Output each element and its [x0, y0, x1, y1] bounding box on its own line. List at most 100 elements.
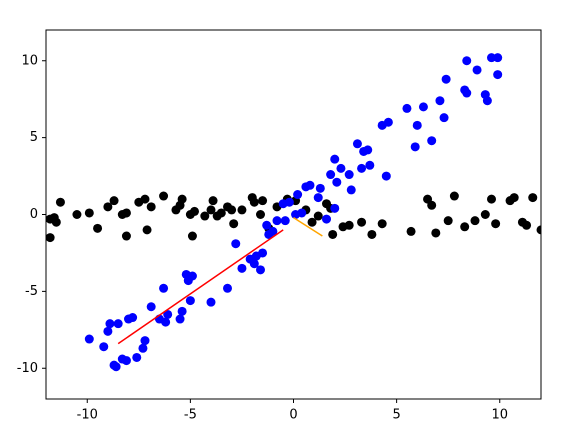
- point: [268, 226, 278, 236]
- line: [117, 229, 284, 345]
- point: [443, 216, 453, 226]
- point: [435, 96, 445, 106]
- point: [336, 163, 346, 173]
- point: [536, 225, 541, 235]
- point: [332, 177, 342, 187]
- point: [229, 219, 239, 229]
- point: [256, 265, 265, 275]
- point: [51, 217, 61, 227]
- point: [111, 362, 121, 372]
- point: [344, 170, 354, 180]
- point: [84, 208, 94, 218]
- point: [431, 228, 441, 238]
- point: [109, 196, 119, 206]
- point: [206, 205, 216, 215]
- point: [216, 208, 226, 218]
- point: [381, 171, 391, 181]
- point: [163, 309, 173, 319]
- point: [365, 160, 375, 170]
- point: [313, 193, 323, 203]
- line: [293, 216, 323, 237]
- point: [313, 211, 323, 221]
- y-tick-label: -10: [17, 361, 38, 376]
- point: [493, 70, 503, 80]
- point: [352, 139, 362, 149]
- point: [326, 170, 336, 180]
- point: [383, 117, 393, 127]
- point: [472, 65, 482, 75]
- point: [305, 180, 315, 190]
- point: [480, 210, 490, 219]
- point: [307, 217, 317, 227]
- x-tick-label: -5: [184, 408, 197, 423]
- point: [227, 205, 237, 215]
- point: [328, 229, 338, 239]
- point: [161, 317, 171, 327]
- point: [427, 200, 437, 210]
- point: [346, 185, 356, 195]
- point: [146, 202, 156, 212]
- point: [177, 194, 187, 204]
- point: [146, 302, 156, 312]
- point: [200, 211, 210, 221]
- point: [462, 88, 472, 98]
- plot-frame: [45, 29, 542, 400]
- point: [185, 296, 195, 306]
- point: [367, 229, 377, 239]
- point: [522, 220, 532, 230]
- point: [280, 216, 290, 226]
- point: [256, 210, 265, 219]
- point: [427, 136, 437, 146]
- point: [140, 194, 150, 204]
- point: [103, 202, 113, 212]
- point: [121, 208, 131, 218]
- point: [284, 197, 294, 207]
- point: [237, 263, 247, 273]
- x-tick-label: -10: [77, 408, 98, 423]
- point: [138, 343, 148, 353]
- point: [132, 352, 142, 362]
- point: [462, 56, 472, 66]
- point: [128, 313, 138, 323]
- point: [439, 113, 449, 123]
- point: [357, 163, 367, 173]
- point: [406, 226, 416, 236]
- x-tick-label: 5: [392, 408, 400, 423]
- y-tick-label: -5: [25, 284, 38, 299]
- point: [247, 193, 257, 203]
- point: [159, 191, 169, 201]
- point: [140, 336, 150, 346]
- point: [491, 219, 501, 229]
- point: [315, 183, 325, 193]
- point: [344, 220, 354, 230]
- point: [262, 220, 272, 230]
- point: [237, 205, 247, 215]
- point: [249, 259, 259, 269]
- point: [99, 342, 109, 352]
- point: [46, 233, 55, 243]
- y-tick-label: 10: [21, 53, 38, 68]
- point: [231, 239, 241, 249]
- point: [418, 102, 428, 112]
- point: [330, 154, 340, 164]
- point: [55, 197, 65, 207]
- point: [482, 96, 492, 106]
- point: [206, 297, 216, 307]
- point: [113, 319, 123, 329]
- point: [142, 225, 152, 235]
- point: [84, 334, 94, 344]
- point: [363, 145, 373, 155]
- point: [441, 74, 451, 84]
- y-tick-label: 0: [30, 207, 38, 222]
- y-tick-label: 5: [30, 130, 38, 145]
- point: [93, 223, 103, 233]
- point: [377, 219, 387, 229]
- point: [297, 208, 307, 218]
- point: [175, 314, 185, 324]
- point: [410, 142, 420, 152]
- point: [190, 206, 199, 216]
- point: [208, 196, 218, 206]
- point: [528, 193, 538, 203]
